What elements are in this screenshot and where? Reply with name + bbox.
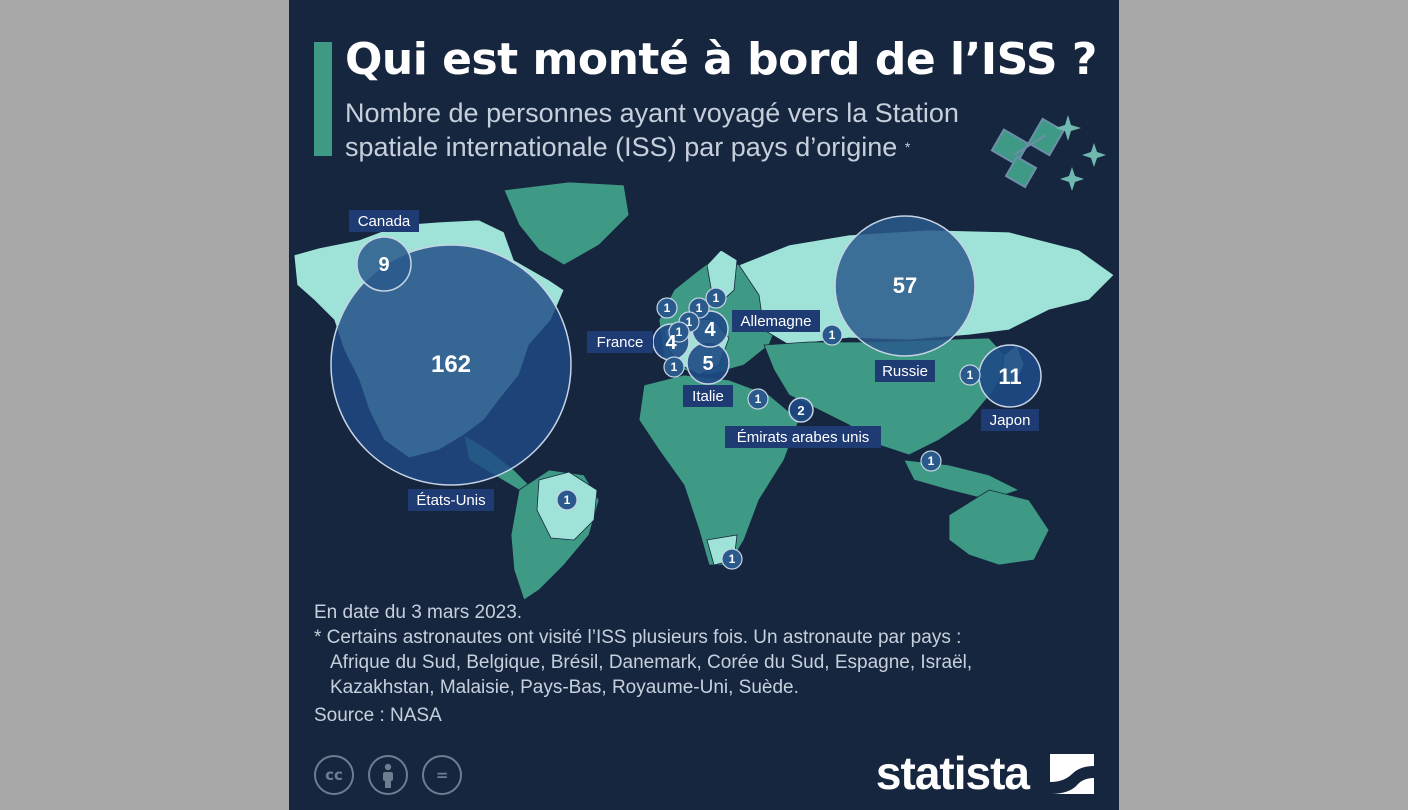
land-greenland: [503, 181, 630, 266]
value-russia: 57: [893, 273, 917, 298]
satellite-icon: [990, 115, 1106, 191]
value-japan: 11: [998, 364, 1021, 389]
label-italy: Italie: [692, 388, 724, 405]
marker-label: 1: [967, 368, 974, 382]
marker-korea: [959, 364, 981, 386]
value-canada: 9: [378, 254, 389, 276]
subtitle-text: Nombre de personnes ayant voyagé vers la…: [345, 98, 959, 162]
marker-label: 1: [696, 301, 703, 315]
marker-sweden: [705, 287, 727, 309]
marker-label: 1: [729, 552, 736, 566]
label-japan: Japon: [990, 412, 1031, 429]
label-uae: Émirats arabes unis: [737, 429, 870, 446]
asterisk-note: * Certains astronautes ont visité l’ISS …: [314, 627, 962, 648]
bubble-values: 162 57 11 9 5 4 4 2: [378, 254, 1021, 418]
marker-label: 1: [713, 291, 720, 305]
value-uae: 2: [797, 403, 804, 418]
marker-label: 1: [564, 493, 571, 507]
subtitle: Nombre de personnes ayant voyagé vers la…: [345, 96, 1025, 164]
bubble-usa: [330, 244, 572, 486]
marker-south-africa: [721, 548, 743, 570]
land-australia: [948, 489, 1050, 566]
single-markers: [556, 287, 981, 570]
land-africa: [638, 374, 800, 566]
marker-label: 1: [686, 315, 693, 329]
date-note: En date du 3 mars 2023.: [314, 602, 523, 623]
marker-label: 1: [676, 325, 683, 339]
world-map: 1 1 1 1 1 1 1 1 1 1 1 1 162 57 11 9 5 4 …: [293, 181, 1115, 600]
label-germany: Allemagne: [741, 313, 812, 330]
asterisk-note-cont1: Afrique du Sud, Belgique, Brésil, Danema…: [330, 652, 973, 673]
label-russia: Russie: [882, 363, 928, 380]
value-bubbles: [330, 215, 1042, 486]
marker-malaysia: [920, 450, 942, 472]
bubble-canada: [356, 236, 412, 292]
value-usa: 162: [431, 351, 471, 378]
subtitle-marker: *: [904, 139, 911, 155]
marker-label: 1: [671, 360, 678, 374]
cc-icon[interactable]: cc: [314, 755, 354, 795]
infographic-card: Qui est monté à bord de l’ISS ? Nombre d…: [289, 0, 1119, 810]
value-france: 4: [665, 332, 677, 354]
label-france: France: [597, 334, 644, 351]
accent-bar: [314, 42, 332, 156]
asterisk-note-cont2: Kazakhstan, Malaisie, Pays-Bas, Royaume-…: [330, 677, 799, 698]
page-title: Qui est monté à bord de l’ISS ?: [345, 34, 1097, 85]
marker-label: 1: [928, 454, 935, 468]
marker-israel: [747, 388, 769, 410]
value-germany: 4: [704, 319, 716, 341]
value-italy: 5: [702, 353, 713, 375]
bubble-russia: [834, 215, 976, 357]
marker-label: 1: [829, 328, 836, 342]
marker-label: 1: [664, 301, 671, 315]
marker-kazakhstan: [821, 324, 843, 346]
statista-logo-text[interactable]: statista: [875, 747, 1030, 799]
label-canada: Canada: [358, 213, 411, 230]
license-icons: cc =: [314, 755, 471, 795]
marker-spain: [663, 356, 685, 378]
country-labels: États-Unis Russie Japon Canada Italie Fr…: [349, 210, 1039, 511]
attribution-icon[interactable]: [368, 755, 409, 795]
label-usa: États-Unis: [416, 492, 485, 509]
marker-belgium: [668, 321, 690, 343]
bubble-uae: [788, 397, 814, 423]
no-derivatives-icon[interactable]: =: [422, 755, 463, 795]
single-marker-labels: 1 1 1 1 1 1 1 1 1 1 1 1: [564, 291, 974, 566]
source-note: Source : NASA: [314, 705, 442, 726]
marker-netherlands: [656, 297, 678, 319]
marker-label: 1: [755, 392, 762, 406]
statista-logo-icon[interactable]: [1050, 754, 1094, 794]
footnotes: En date du 3 mars 2023. * Certains astro…: [314, 600, 1094, 728]
marker-brazil: [556, 489, 578, 511]
